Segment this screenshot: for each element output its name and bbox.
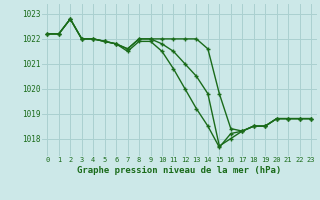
X-axis label: Graphe pression niveau de la mer (hPa): Graphe pression niveau de la mer (hPa)	[77, 166, 281, 175]
